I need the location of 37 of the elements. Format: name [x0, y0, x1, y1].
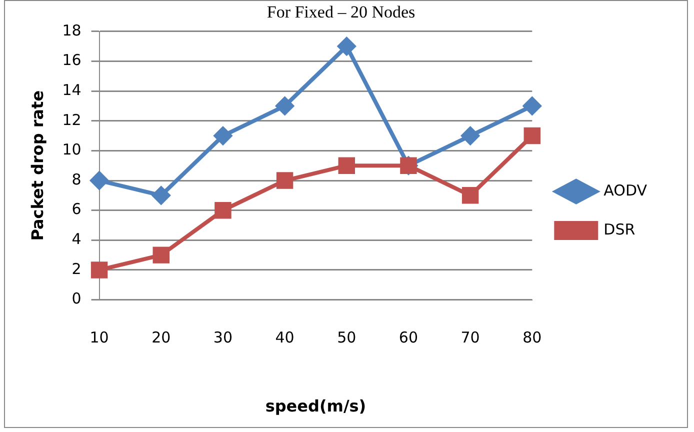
x-tick-label: 10 — [90, 328, 109, 347]
x-tick-label: 20 — [152, 328, 171, 347]
point — [276, 172, 294, 189]
point — [214, 126, 232, 145]
x-axis-title: speed(m/s) — [265, 396, 366, 416]
y-tick-label: 2 — [72, 260, 82, 278]
y-tick-label: 8 — [72, 170, 82, 188]
x-tick-label: 50 — [337, 328, 356, 347]
y-tick-label: 12 — [62, 110, 82, 129]
y-tick-label: 16 — [62, 51, 82, 70]
y-tick-label: 18 — [62, 21, 82, 40]
point — [276, 96, 294, 115]
point — [523, 96, 542, 115]
y-tick-label: 0 — [72, 290, 82, 308]
y-axis-title: Packet drop rate — [28, 90, 47, 241]
y-tick-label: 14 — [62, 80, 82, 99]
point — [462, 187, 479, 204]
x-tick-label: 30 — [213, 328, 233, 347]
point — [214, 202, 232, 219]
legend-label: DSR — [604, 220, 636, 238]
point — [90, 172, 108, 190]
point — [90, 262, 108, 278]
y-tick-label: 6 — [72, 200, 82, 218]
y-tick-label: 4 — [72, 230, 82, 248]
legend-label: AODV — [604, 181, 648, 200]
point — [338, 157, 355, 174]
x-tick-label: 80 — [522, 328, 542, 347]
point — [152, 186, 170, 204]
point — [338, 37, 356, 56]
chart-title: For Fixed – 20 Nodes — [266, 2, 416, 22]
x-tick-label: 40 — [275, 328, 294, 347]
x-tick-label: 60 — [398, 328, 418, 347]
x-tick-label: 70 — [460, 328, 480, 347]
y-tick-label: 10 — [62, 140, 82, 159]
point — [461, 126, 480, 145]
point — [524, 127, 541, 144]
point — [152, 246, 170, 264]
